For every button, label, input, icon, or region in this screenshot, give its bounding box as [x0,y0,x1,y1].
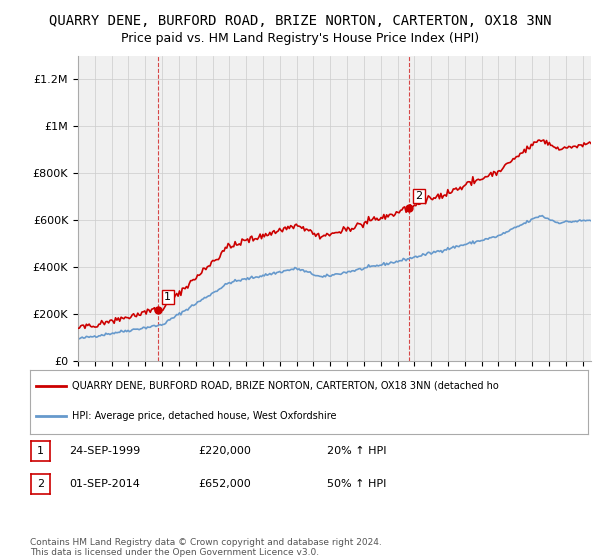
Text: 24-SEP-1999: 24-SEP-1999 [69,446,140,456]
Text: 2: 2 [37,479,44,489]
Text: 01-SEP-2014: 01-SEP-2014 [69,479,140,489]
Text: Price paid vs. HM Land Registry's House Price Index (HPI): Price paid vs. HM Land Registry's House … [121,32,479,45]
Text: 1: 1 [164,292,171,302]
Text: Contains HM Land Registry data © Crown copyright and database right 2024.
This d: Contains HM Land Registry data © Crown c… [30,538,382,557]
Text: HPI: Average price, detached house, West Oxfordshire: HPI: Average price, detached house, West… [72,411,337,421]
Text: £652,000: £652,000 [198,479,251,489]
Text: QUARRY DENE, BURFORD ROAD, BRIZE NORTON, CARTERTON, OX18 3NN: QUARRY DENE, BURFORD ROAD, BRIZE NORTON,… [49,14,551,28]
Text: 20% ↑ HPI: 20% ↑ HPI [327,446,386,456]
Text: 1: 1 [37,446,44,456]
Text: £220,000: £220,000 [198,446,251,456]
Text: 50% ↑ HPI: 50% ↑ HPI [327,479,386,489]
Text: QUARRY DENE, BURFORD ROAD, BRIZE NORTON, CARTERTON, OX18 3NN (detached ho: QUARRY DENE, BURFORD ROAD, BRIZE NORTON,… [72,381,499,391]
Text: 2: 2 [416,191,422,200]
